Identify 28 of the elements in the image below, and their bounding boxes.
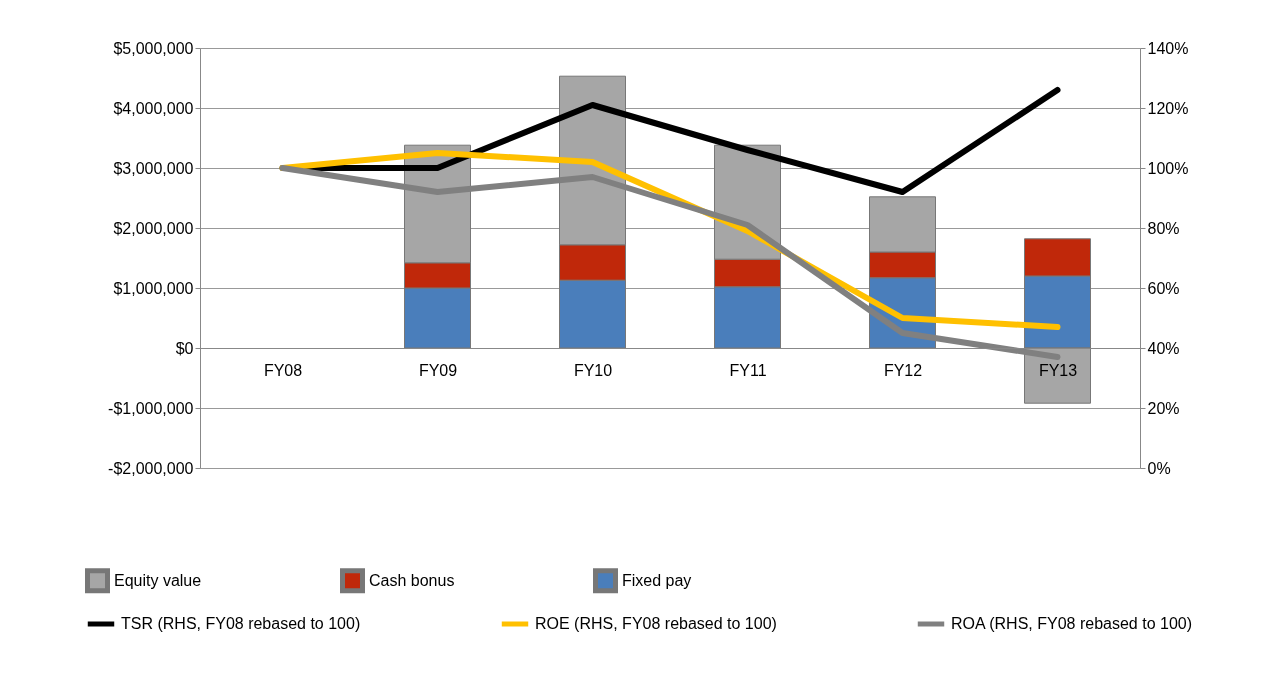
y-tick-label: $0 <box>175 339 194 357</box>
x-tick-label: FY12 <box>883 361 923 379</box>
y-tick-label: -$1,000,000 <box>108 399 194 417</box>
x-tick-label: FY10 <box>573 361 613 379</box>
y-tick-label: $3,000,000 <box>113 159 194 177</box>
y2-tick-label: 60% <box>1147 279 1180 297</box>
x-tick-label: FY13 <box>1038 361 1078 379</box>
y-tick-label: -$2,000,000 <box>108 459 194 477</box>
y2-tick-label: 100% <box>1147 159 1189 177</box>
y2-tick-label: 80% <box>1147 219 1180 237</box>
legend-label: Fixed pay <box>622 571 692 589</box>
x-tick-label: FY08 <box>263 361 303 379</box>
y2-tick-label: 120% <box>1147 99 1189 117</box>
y-tick-label: $2,000,000 <box>113 219 194 237</box>
y2-tick-label: 40% <box>1147 339 1180 357</box>
y2-tick-label: 140% <box>1147 39 1189 57</box>
y-tick-label: $5,000,000 <box>113 39 194 57</box>
x-tick-label: FY11 <box>729 361 767 379</box>
y-tick-label: $1,000,000 <box>113 279 194 297</box>
y2-tick-label: 20% <box>1147 399 1180 417</box>
x-tick-label: FY09 <box>418 361 458 379</box>
legend-label: ROA (RHS, FY08 rebased to 100) <box>951 615 1192 632</box>
legend-label: Cash bonus <box>369 571 455 589</box>
legend-label: ROE (RHS, FY08 rebased to 100) <box>535 615 777 632</box>
legend-label: Equity value <box>114 571 202 589</box>
y2-tick-label: 0% <box>1147 459 1171 477</box>
y-tick-label: $4,000,000 <box>113 99 194 117</box>
legend-label: TSR (RHS, FY08 rebased to 100) <box>121 615 361 632</box>
